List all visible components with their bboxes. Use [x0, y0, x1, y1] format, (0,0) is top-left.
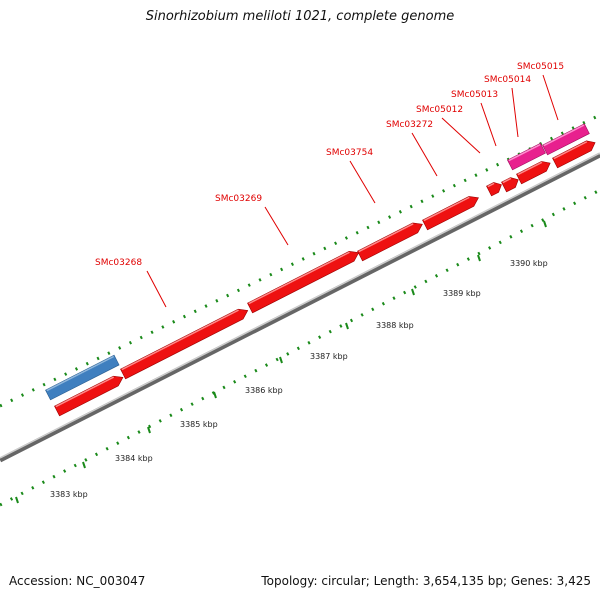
label-leader-line — [349, 160, 376, 204]
magenta-feature-smc05014[interactable] — [507, 142, 546, 171]
major-tick — [411, 288, 415, 296]
kbp-label: 3387 kbp — [310, 352, 348, 361]
major-tick — [279, 356, 283, 364]
major-tick — [543, 220, 547, 228]
feature-track — [45, 123, 598, 417]
label-leader-line — [511, 87, 519, 138]
label-leader-line — [264, 206, 289, 246]
gene-arrow-smc05015[interactable] — [552, 138, 598, 169]
gene-arrow-smc03267[interactable] — [54, 373, 126, 417]
gene-label-smc05014[interactable]: SMc05014 — [484, 75, 531, 85]
blue-feature[interactable] — [45, 354, 120, 401]
label-leader-line — [146, 270, 167, 308]
kbp-scale-labels: 3383 kbp 3384 kbp 3385 kbp 3386 kbp 3387 kbp… — [50, 259, 548, 499]
kbp-label: 3383 kbp — [50, 490, 88, 499]
genome-stats: Topology: circular; Length: 3,654,135 bp… — [261, 574, 591, 588]
major-tick — [147, 426, 151, 434]
accession-text: Accession: NC_003047 — [9, 574, 146, 588]
gene-arrow-smc05014[interactable] — [516, 158, 553, 185]
kbp-label: 3390 kbp — [510, 259, 548, 268]
label-leader-line — [411, 132, 438, 177]
label-leader-line — [542, 74, 559, 121]
gene-arrow-smc05012[interactable] — [486, 180, 504, 197]
gene-label-smc03272[interactable]: SMc03272 — [386, 120, 433, 130]
gene-arrow-smc03272[interactable] — [422, 193, 481, 231]
label-leader-line — [480, 102, 497, 147]
major-tick — [15, 496, 19, 504]
genome-backbone — [0, 152, 600, 463]
gene-arrow-smc03754[interactable] — [357, 219, 425, 262]
kbp-label: 3388 kbp — [376, 321, 414, 330]
gene-label-smc05015[interactable]: SMc05015 — [517, 62, 564, 72]
gene-arrow-smc05013[interactable] — [501, 175, 521, 193]
gene-labels: SMc03268 SMc03269 SMc03754 SMc03272 SMc05012… — [95, 62, 564, 308]
major-tick — [477, 254, 481, 262]
gene-label-smc03269[interactable]: SMc03269 — [215, 194, 262, 204]
major-tick — [213, 391, 217, 399]
gene-label-smc05012[interactable]: SMc05012 — [416, 105, 463, 115]
kbp-label: 3385 kbp — [180, 420, 218, 429]
magenta-feature-smc05015[interactable] — [542, 123, 590, 156]
kbp-label: 3386 kbp — [245, 386, 283, 395]
major-tick — [82, 461, 86, 469]
gene-arrow-smc03268[interactable] — [120, 306, 251, 380]
inner-tick-track — [0, 188, 600, 507]
genome-title: Sinorhizobium meliloti 1021, complete ge… — [145, 9, 455, 24]
kbp-label: 3384 kbp — [115, 454, 153, 463]
kbp-label: 3389 kbp — [443, 289, 481, 298]
gene-arrow-smc03269[interactable] — [247, 248, 362, 314]
label-leader-line — [441, 117, 481, 154]
gene-label-smc03268[interactable]: SMc03268 — [95, 258, 142, 268]
gene-label-smc03754[interactable]: SMc03754 — [326, 148, 373, 158]
major-tick — [345, 322, 349, 330]
gene-label-smc05013[interactable]: SMc05013 — [451, 90, 498, 100]
